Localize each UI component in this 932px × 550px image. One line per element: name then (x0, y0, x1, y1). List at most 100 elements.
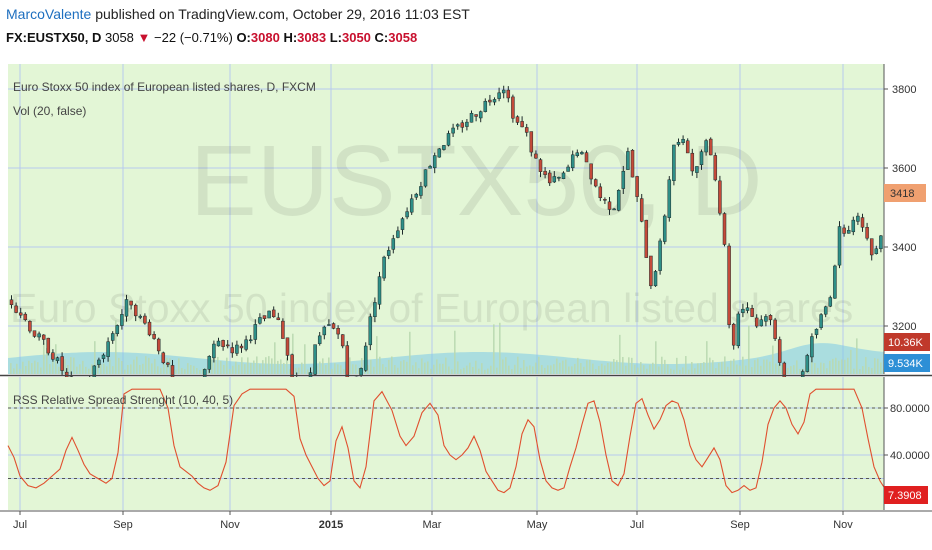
volume-bar (214, 359, 216, 374)
rss-value-badge-label: 7.3908 (888, 490, 922, 502)
candle-body (405, 211, 409, 218)
volume-bar (100, 363, 102, 374)
candle-body (874, 248, 879, 254)
open-label: O: (236, 30, 251, 45)
volume-bar (778, 364, 780, 374)
volume-bar (832, 358, 834, 374)
rss-axis-labels: 40.0000 80.0000 (884, 403, 930, 462)
candle-body (754, 317, 759, 327)
candle-body (860, 217, 865, 228)
candle-body (423, 169, 428, 187)
volume-bar (580, 363, 582, 374)
volume-bar (754, 360, 756, 374)
volume-bar (136, 356, 138, 374)
volume-bar (595, 369, 597, 374)
volume-bar (115, 320, 117, 374)
time-tick-label: Jul (630, 519, 644, 531)
candle-body (267, 310, 271, 319)
volume-badge-2-label: 9.534K (888, 358, 924, 370)
volume-bar (133, 359, 135, 374)
volume-bar (142, 363, 144, 374)
candle-body (828, 297, 833, 307)
volume-bar (403, 360, 405, 374)
volume-bar (154, 358, 156, 374)
volume-bar (166, 357, 168, 374)
candle-body (856, 215, 860, 222)
volume-series (8, 320, 885, 374)
time-tick-label: Sep (113, 519, 133, 531)
price-axis[interactable] (884, 64, 932, 374)
volume-bar (415, 362, 417, 374)
volume-bar (523, 360, 525, 374)
volume-bar (694, 368, 696, 374)
candle-body (391, 238, 396, 250)
candle-body (814, 328, 819, 335)
volume-bar (232, 365, 234, 374)
volume-bar (469, 362, 471, 374)
volume-bar (91, 364, 93, 374)
candle-body (363, 345, 368, 371)
volume-bar (517, 356, 519, 374)
candle-body (511, 96, 515, 119)
volume-bar (868, 367, 870, 374)
volume-bar (367, 365, 369, 374)
volume-bar (598, 366, 600, 374)
volume-bar (853, 368, 855, 374)
symbol-quote-line: FX:EUSTX50, D 3058 ▼ −22 (−0.71%) O:3080… (6, 30, 417, 45)
volume-bar (319, 361, 321, 374)
volume-bar (217, 356, 219, 374)
volume-bar (583, 366, 585, 374)
time-axis[interactable] (0, 511, 932, 550)
volume-bar (220, 361, 222, 374)
volume-bar (436, 359, 438, 374)
volume-bar (301, 362, 303, 374)
candle-body (672, 144, 676, 181)
candle-body (612, 208, 616, 211)
candle-body (147, 321, 152, 336)
candle-body (161, 352, 166, 363)
volume-bar (88, 368, 90, 374)
volume-bar (544, 367, 546, 374)
candle-body (9, 299, 14, 305)
volume-bar (247, 357, 249, 374)
volume-bar (817, 367, 819, 374)
volume-bar (859, 369, 861, 374)
candle-body (32, 330, 37, 337)
candle-body (805, 355, 810, 372)
volume-bar (514, 364, 516, 374)
volume-bar (418, 368, 420, 374)
volume-bar (847, 357, 849, 374)
candle-body (120, 314, 124, 326)
volume-bar (877, 358, 879, 374)
volume-bar (844, 359, 846, 374)
volume-bar (148, 357, 150, 374)
candle-body (373, 302, 377, 318)
volume-bar (151, 363, 153, 374)
volume-bar (187, 363, 189, 374)
candle-body (566, 166, 570, 172)
volume-bar (691, 362, 693, 374)
volume-bar (394, 365, 396, 374)
candle-body (575, 152, 580, 156)
volume-bar (649, 364, 651, 374)
volume-bar (397, 367, 399, 374)
candle-body (552, 176, 557, 183)
volume-bar (490, 365, 492, 374)
candle-body (501, 89, 506, 94)
volume-bar (442, 363, 444, 374)
candle-body (731, 323, 736, 346)
volume-bar (445, 357, 447, 374)
volume-bar (295, 367, 297, 374)
volume-bar (448, 366, 450, 374)
candle-body (649, 255, 653, 287)
volume-bar (715, 368, 717, 374)
author-link[interactable]: MarcoValente (6, 6, 92, 22)
published-text: published on TradingView.com, October 29… (95, 6, 470, 22)
volume-bar (655, 341, 657, 374)
rss-value-badge (884, 486, 928, 504)
candle-body (156, 338, 161, 352)
volume-bar (67, 365, 69, 374)
volume-bar (550, 365, 552, 374)
candle-body (718, 180, 722, 214)
